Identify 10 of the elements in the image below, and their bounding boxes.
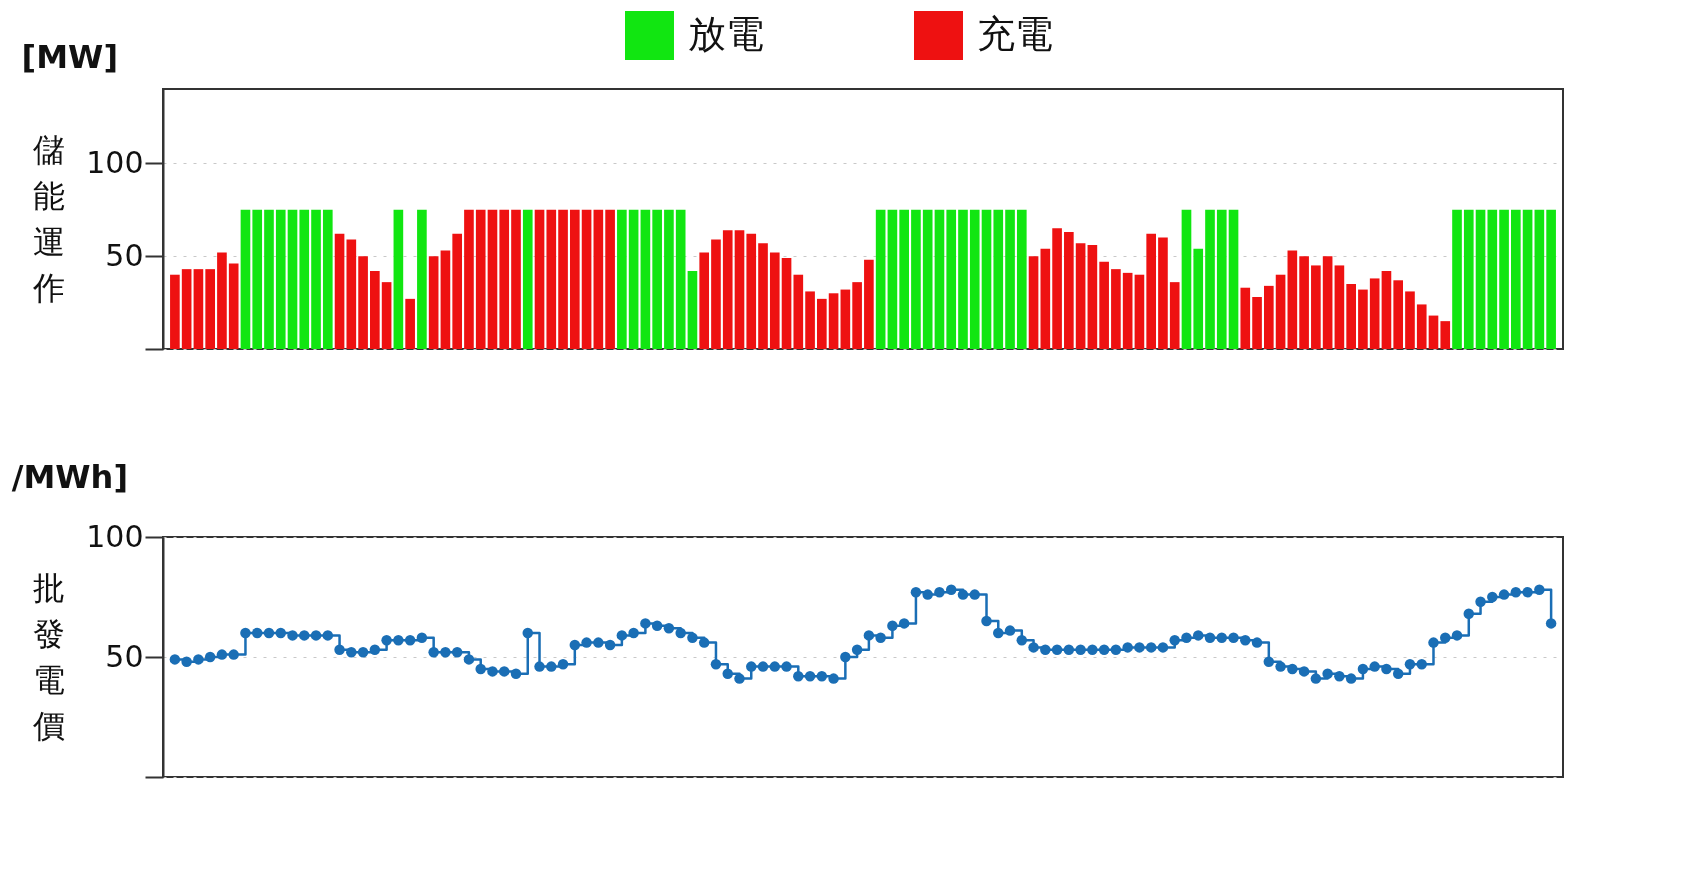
text: [MW] [21, 38, 118, 76]
legend-label: 放電 [688, 11, 764, 56]
y-axis-title: 批發電價 [32, 568, 65, 745]
y-tick-label: 100 [86, 518, 144, 554]
legend-label: 充電 [977, 11, 1053, 56]
y-tick-label: 50 [105, 237, 144, 273]
y-tick-label: 50 [105, 638, 144, 674]
y-tick-label: 100 [86, 144, 144, 180]
text: /MWh] [11, 458, 128, 496]
y-axis-title: 儲能運作 [31, 130, 65, 307]
